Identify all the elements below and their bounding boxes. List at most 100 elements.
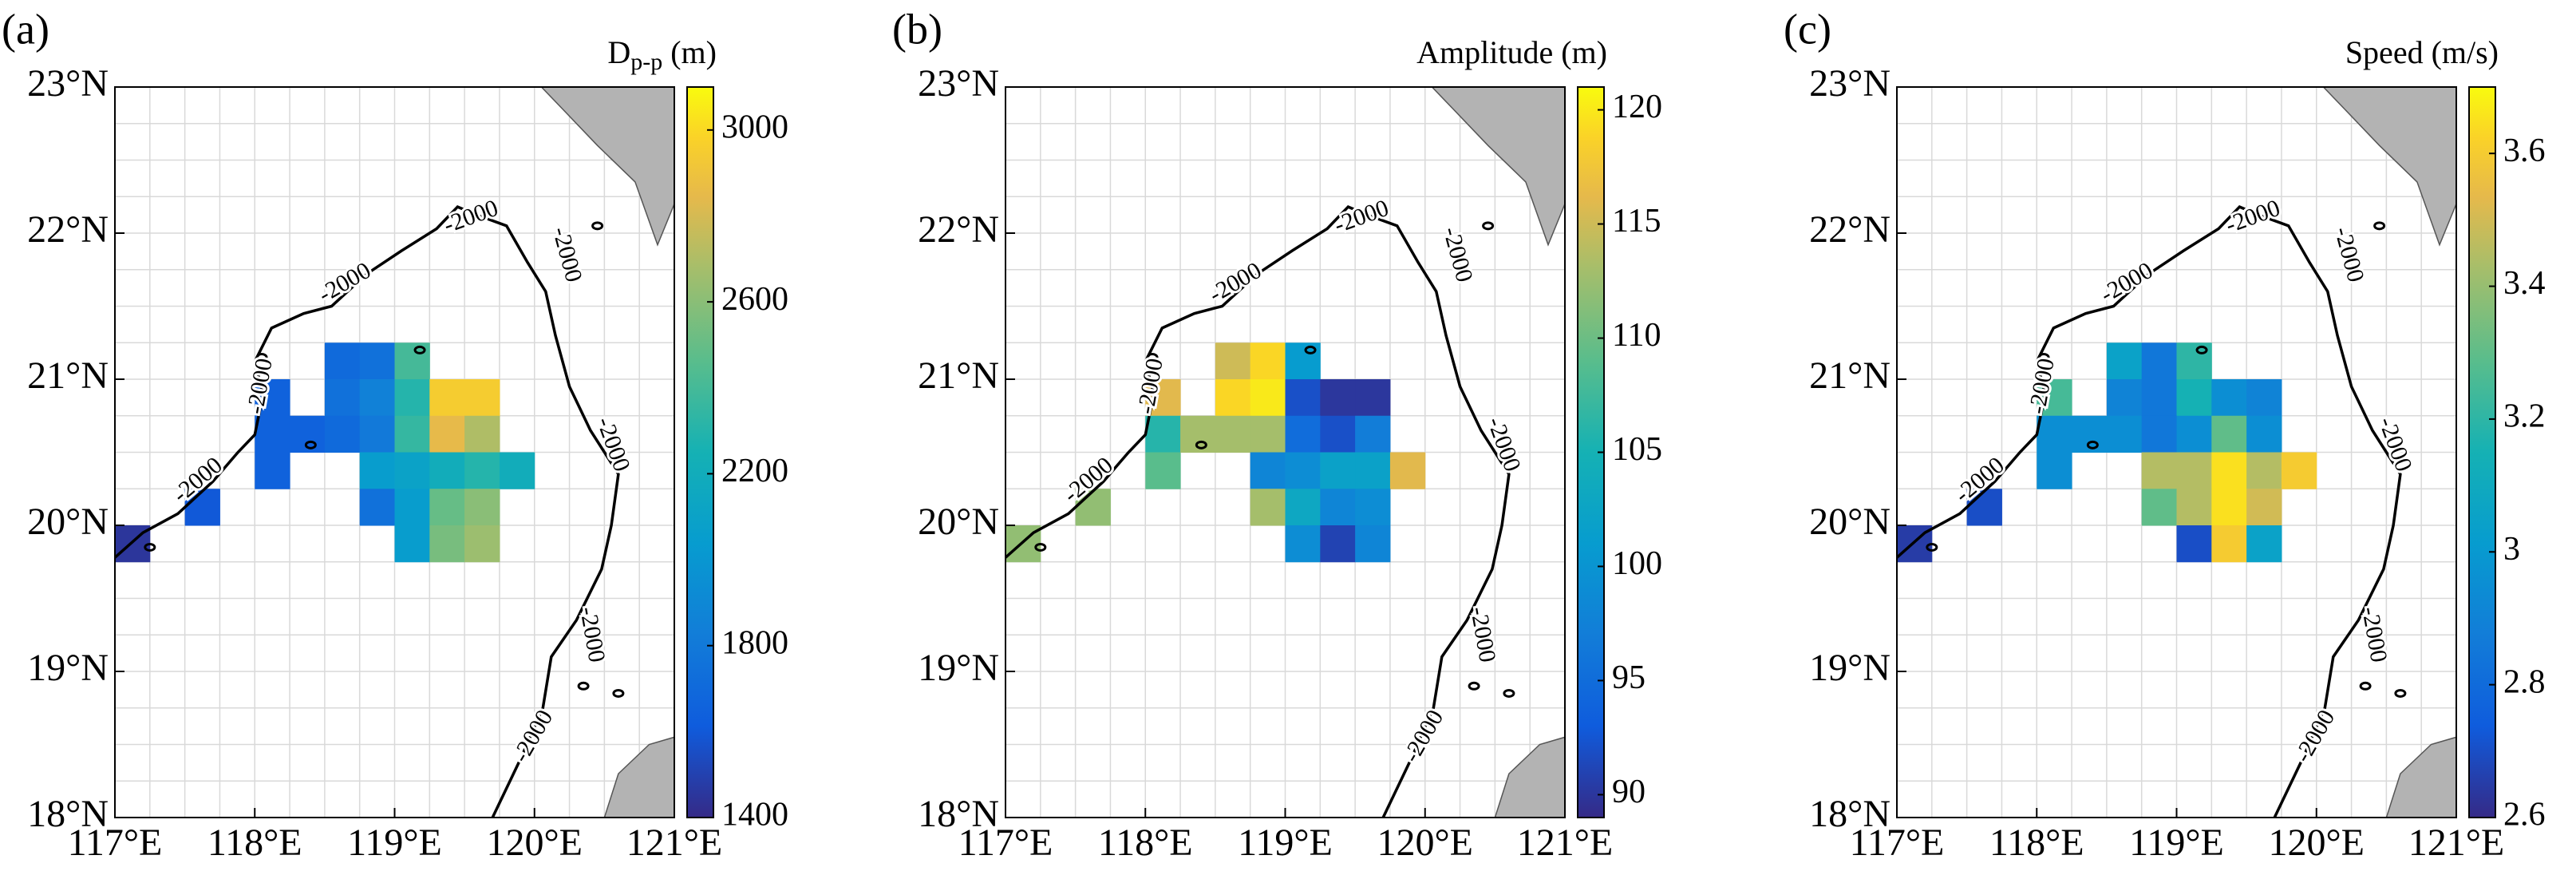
cell [1320, 379, 1356, 417]
isobath [1897, 205, 2402, 818]
cell [2141, 452, 2177, 489]
y-tick-label: 18°N [27, 793, 109, 835]
island [1146, 353, 1159, 362]
cell [1285, 415, 1321, 453]
colorbar-tick-label: 110 [1612, 317, 1661, 354]
cell [1250, 379, 1286, 417]
island [1503, 688, 1515, 698]
island [1468, 681, 1480, 691]
cell [359, 452, 395, 489]
y-tick-label: 23°N [27, 62, 109, 105]
island [255, 353, 268, 362]
x-tick-label: 118°E [1098, 822, 1193, 864]
island [2037, 353, 2050, 362]
cell [324, 379, 361, 417]
colorbar-tick-label: 3.2 [2503, 398, 2546, 435]
cell [1145, 452, 1181, 489]
x-tick-label: 117°E [958, 822, 1053, 864]
cell [1285, 379, 1321, 417]
cell [2141, 379, 2177, 417]
x-tick-label: 118°E [207, 822, 302, 864]
cell [2176, 379, 2212, 417]
cell [2211, 489, 2247, 526]
cell [2176, 525, 2212, 563]
colorbar-label-text: Amplitude (m) [1416, 34, 1607, 70]
island [2394, 688, 2407, 698]
cell [2211, 379, 2247, 417]
colorbar-tick-label: 2.6 [2503, 797, 2546, 833]
colorbar-tick-label: 100 [1612, 545, 1662, 582]
panel: -2000-2000-2000-2000-2000-2000-2000-2000… [2, 5, 788, 864]
cell [324, 342, 361, 380]
x-tick-label: 119°E [1238, 822, 1333, 864]
colorbar-label-text: Speed (m/s) [2345, 34, 2499, 70]
island [612, 688, 625, 698]
cell [1145, 415, 1181, 453]
cell [2176, 489, 2212, 526]
island [413, 345, 426, 354]
y-tick-label: 23°N [1809, 62, 1891, 105]
island [1926, 542, 1938, 552]
panel-label: (b) [892, 5, 942, 53]
island [591, 221, 604, 231]
y-tick-label: 19°N [918, 647, 999, 689]
colorbar [686, 86, 714, 818]
island [1304, 345, 1317, 354]
cell [2141, 415, 2177, 453]
isobath [1006, 205, 1511, 818]
cell [1285, 452, 1321, 489]
cell [1355, 452, 1391, 489]
island [1034, 542, 1047, 552]
cell [2141, 342, 2177, 380]
cell [2281, 452, 2317, 489]
y-tick-label: 22°N [27, 208, 109, 251]
y-tick-label: 20°N [27, 501, 109, 543]
colorbar-tick-label: 2600 [721, 281, 788, 318]
cell [1320, 415, 1356, 453]
cell [2246, 489, 2282, 526]
cell [464, 379, 500, 417]
land [1431, 87, 1565, 247]
cell [429, 452, 465, 489]
island [2086, 440, 2099, 449]
cell [1250, 489, 1286, 526]
cell [2106, 342, 2143, 380]
land [2322, 87, 2456, 247]
cell [2246, 525, 2282, 563]
island [1482, 221, 1495, 231]
colorbar-label-unit: (m) [670, 34, 717, 70]
cell [429, 489, 465, 526]
island [577, 681, 590, 691]
colorbar-label: Speed (m/s) [2345, 34, 2499, 70]
cell [2246, 452, 2282, 489]
y-tick-label: 22°N [918, 208, 999, 251]
cell [394, 489, 430, 526]
cell [359, 489, 395, 526]
colorbar-tick-label: 120 [1612, 89, 1662, 125]
cell [1355, 415, 1391, 453]
cell [1075, 489, 1111, 526]
x-tick-label: 121°E [1517, 822, 1614, 864]
x-tick-label: 121°E [626, 822, 723, 864]
land [603, 736, 674, 818]
y-tick-label: 18°N [1809, 793, 1891, 835]
cell [2176, 452, 2212, 489]
cell [255, 415, 290, 453]
cell [359, 342, 395, 380]
x-tick-label: 118°E [1989, 822, 2084, 864]
cell [1355, 489, 1391, 526]
cell [2211, 415, 2247, 453]
panel: -2000-2000-2000-2000-2000-2000-2000-2000… [1784, 5, 2546, 864]
cell [1355, 379, 1391, 417]
island [304, 440, 317, 449]
colorbar-tick-label: 1800 [721, 624, 788, 661]
cell [2037, 415, 2072, 453]
cell [429, 379, 465, 417]
cell [464, 452, 500, 489]
cell [429, 415, 465, 453]
land [1494, 736, 1565, 818]
island [2373, 221, 2386, 231]
x-tick-label: 119°E [347, 822, 442, 864]
cell [2211, 452, 2247, 489]
cell [1966, 489, 2002, 526]
